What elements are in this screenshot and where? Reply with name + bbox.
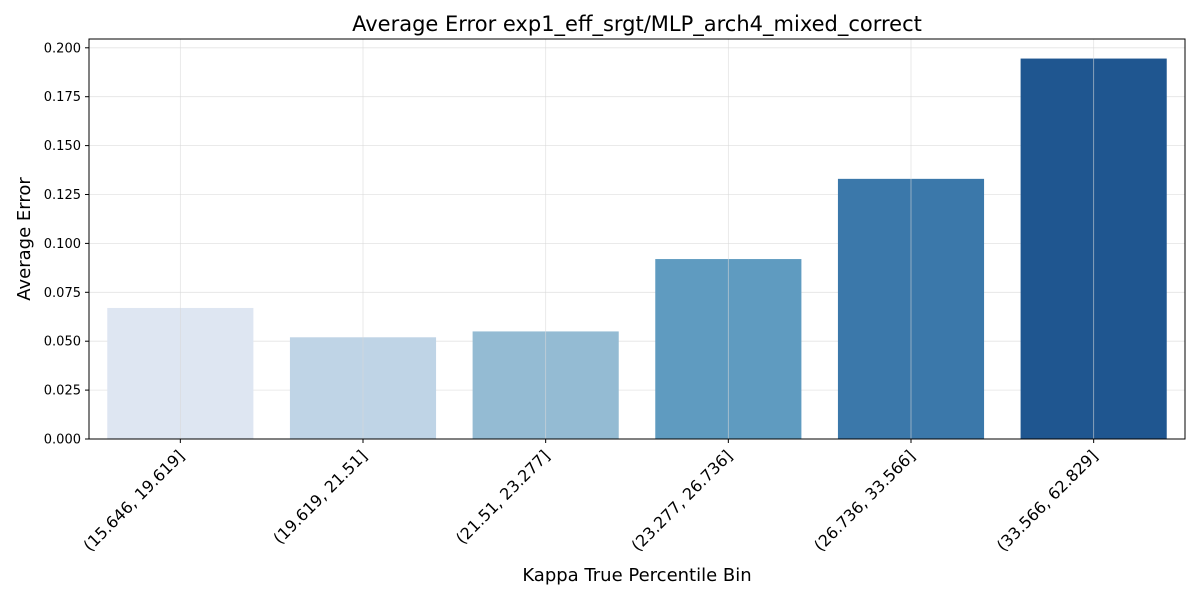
x-tick-label: (15.646, 19.619] (80, 446, 189, 555)
x-tick-label: (21.51, 23.277] (452, 446, 553, 547)
y-tick-label: 0.100 (44, 237, 81, 252)
y-tick-label: 0.000 (44, 433, 81, 448)
grid (89, 47, 1185, 440)
x-tick-label: (33.566, 62.829] (993, 446, 1102, 555)
y-tick-label: 0.050 (44, 335, 81, 350)
y-tick-label: 0.075 (44, 286, 81, 301)
bars (107, 58, 1167, 439)
y-tick-label: 0.150 (44, 139, 81, 154)
x-axis: (15.646, 19.619] (19.619, 21.51] (21.51, 2… (80, 439, 1102, 555)
y-tick-label: 0.175 (44, 90, 81, 105)
plot-frame (88, 38, 1186, 440)
x-axis-label: Kappa True Percentile Bin (522, 565, 751, 586)
y-tick-label: 0.125 (44, 188, 81, 203)
y-tick-label: 0.200 (44, 41, 81, 56)
x-tick-label: (19.619, 21.51] (269, 446, 370, 547)
chart-title: Average Error exp1_eff_srgt/MLP_arch4_mi… (352, 12, 922, 37)
x-tick-label: (26.736, 33.566] (810, 446, 919, 555)
y-tick-label: 0.025 (44, 384, 81, 399)
grid-overlay (179, 39, 1095, 439)
y-axis: 0.000 0.025 0.050 0.075 0.100 0.125 0.150 0.175… (44, 41, 89, 448)
y-axis-label: Average Error (14, 177, 35, 301)
x-tick-label: (23.277, 26.736] (628, 446, 737, 555)
